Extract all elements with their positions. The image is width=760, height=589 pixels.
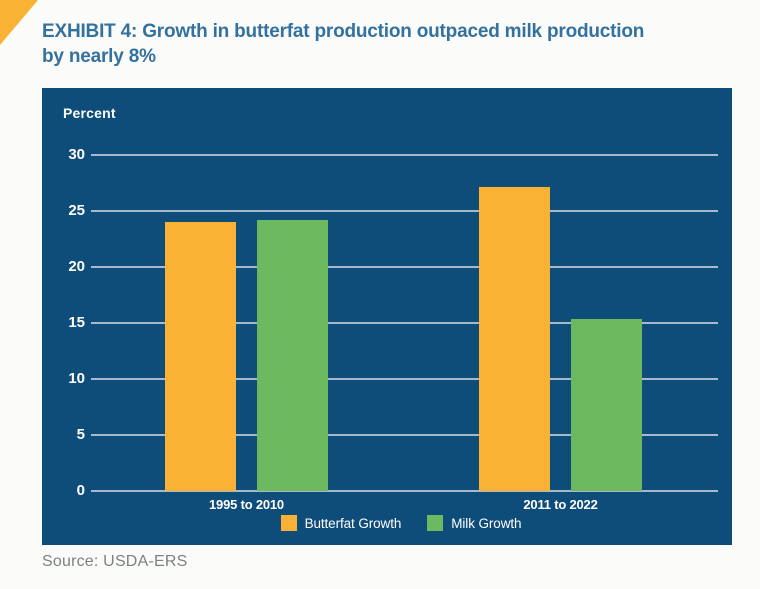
plot-area: 0 5 10 15 20 25 30 1995 to 2010 2011 to 2022 [42, 88, 732, 545]
legend-swatch-butterfat [280, 515, 297, 531]
exhibit-title-line1: EXHIBIT 4: Growth in butterfat productio… [42, 21, 645, 42]
y-tick-label-10: 10 [68, 370, 85, 387]
legend-label-milk: Milk Growth [451, 515, 522, 531]
chart-panel: Percent 0 5 10 15 20 25 30 1995 to 2010 2011 to … [42, 88, 732, 545]
y-tick-label-30: 30 [68, 146, 85, 163]
legend-item-milk: Milk Growth [427, 515, 522, 531]
gridline-5 [91, 434, 718, 436]
gridline-0 [91, 490, 718, 492]
legend-item-butterfat: Butterfat Growth [280, 515, 402, 531]
gridline-10 [91, 378, 718, 380]
y-axis-title: Percent [63, 105, 116, 121]
legend: Butterfat Growth Milk Growth [56, 515, 746, 531]
bar-milk-growth-2011-to-2022 [571, 318, 642, 491]
y-tick-label-5: 5 [76, 426, 85, 443]
bar-milk-growth-1995-to-2010 [257, 219, 328, 491]
y-tick-label-15: 15 [68, 314, 85, 331]
y-tick-label-0: 0 [76, 482, 85, 499]
exhibit-title-line2: by nearly 8% [42, 46, 156, 67]
bar-butterfat-growth-2011-to-2022 [479, 187, 550, 491]
bar-butterfat-growth-1995-to-2010 [165, 222, 236, 491]
gridline-25 [91, 210, 718, 212]
y-tick-label-25: 25 [68, 202, 85, 219]
gridline-20 [91, 266, 718, 268]
legend-swatch-milk [427, 515, 444, 531]
legend-label-butterfat: Butterfat Growth [304, 515, 402, 531]
y-tick-label-20: 20 [68, 258, 85, 275]
exhibit-title: EXHIBIT 4: Growth in butterfat productio… [42, 19, 742, 69]
gridline-15 [91, 322, 718, 324]
gridline-30 [91, 154, 718, 156]
source-note: Source: USDA-ERS [42, 553, 188, 570]
corner-accent-triangle [0, 0, 38, 45]
x-category-label-1: 1995 to 2010 [209, 497, 284, 512]
x-category-label-2: 2011 to 2022 [523, 497, 598, 512]
